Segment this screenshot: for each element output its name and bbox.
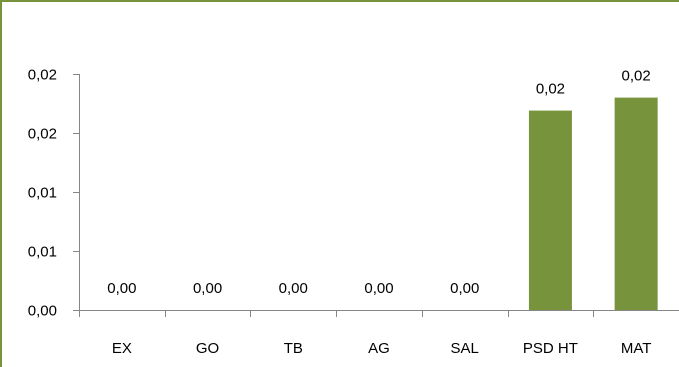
- x-category-label: PSD HT: [523, 340, 578, 357]
- data-label: 0,00: [193, 280, 222, 297]
- bar-mat: [614, 97, 658, 310]
- x-category-label: GO: [196, 340, 219, 357]
- y-tick-label: 0,00: [28, 303, 57, 320]
- y-tick-label: 0,01: [28, 185, 57, 202]
- x-category-label: SAL: [451, 340, 479, 357]
- y-tick-label: 0,02: [28, 126, 57, 143]
- x-category-label: MAT: [621, 340, 652, 357]
- y-tick-label: 0,01: [28, 244, 57, 261]
- bar-psd-ht: [528, 110, 572, 310]
- data-label: 0,02: [622, 68, 651, 85]
- data-label: 0,00: [279, 280, 308, 297]
- x-category-label: TB: [284, 340, 303, 357]
- y-tick-label: 0,02: [28, 67, 57, 84]
- x-category-label: AG: [368, 340, 390, 357]
- data-label: 0,02: [536, 81, 565, 98]
- x-category-label: EX: [112, 340, 132, 357]
- data-label: 0,00: [107, 280, 136, 297]
- data-label: 0,00: [364, 280, 393, 297]
- data-label: 0,00: [450, 280, 479, 297]
